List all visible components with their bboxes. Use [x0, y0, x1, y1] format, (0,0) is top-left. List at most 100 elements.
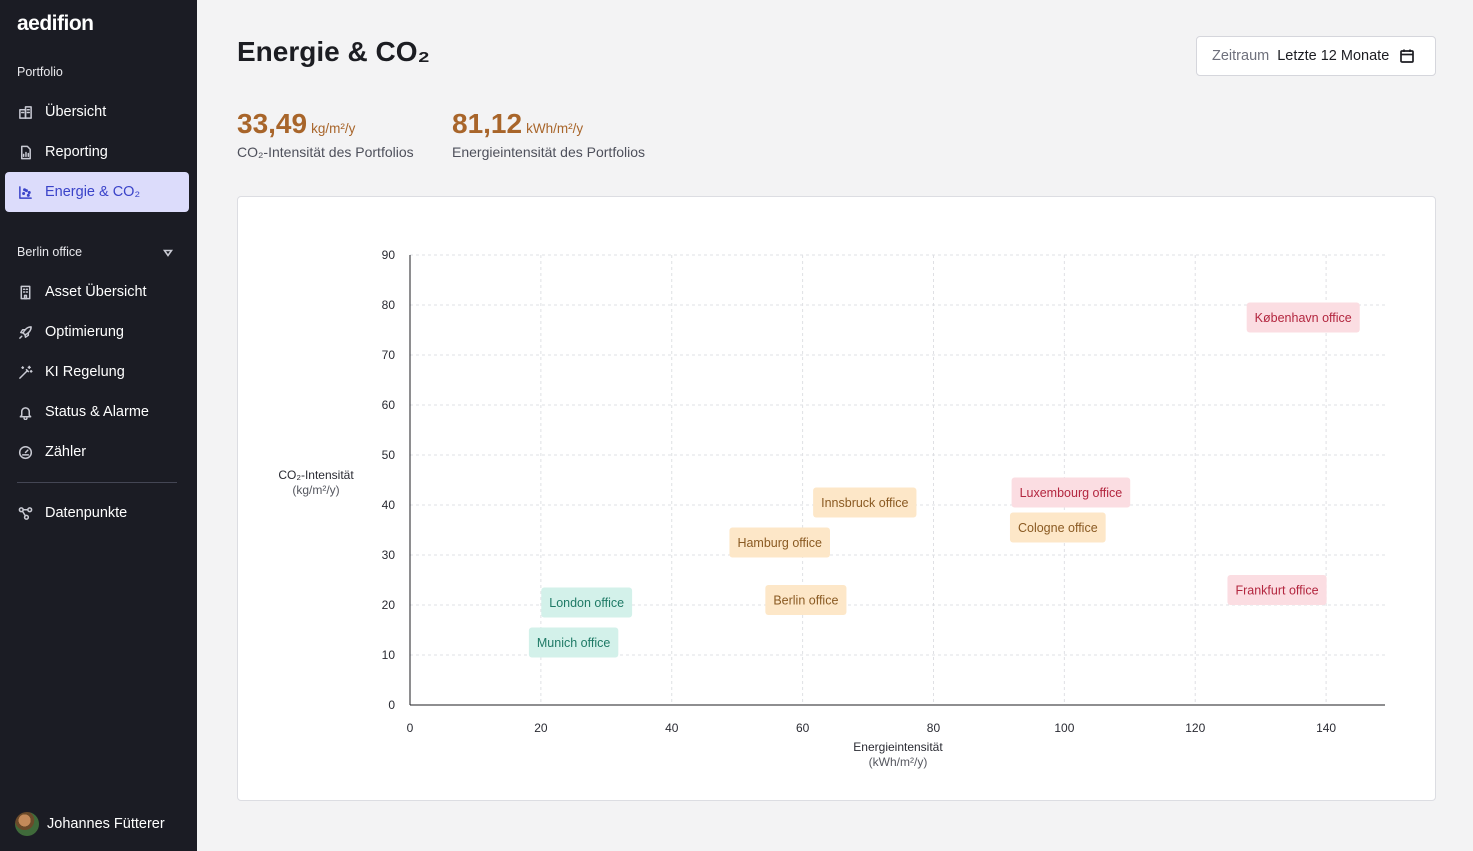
chart-card: 0 10 20 30 40 50 60 70 80 90 0 20 40 60 80 100 120 140 Kø…	[237, 196, 1436, 801]
data-point-label: Hamburg office	[737, 536, 822, 550]
kpi-unit: kWh/m²/y	[526, 121, 584, 136]
sidebar: aedifion Portfolio Übersicht Reporting E…	[0, 0, 197, 851]
app-logo[interactable]: aedifion	[17, 12, 94, 35]
sidebar-item-status-alarme[interactable]: Status & Alarme	[5, 392, 189, 432]
x-tick-label: 140	[1316, 721, 1336, 735]
asset-section-label[interactable]: Berlin office	[17, 245, 83, 259]
sidebar-item-optimierung[interactable]: Optimierung	[5, 312, 189, 352]
data-point[interactable]: London office	[541, 587, 633, 618]
sidebar-item-label: Optimierung	[45, 324, 124, 340]
data-point[interactable]: København office	[1246, 302, 1360, 333]
page-title: Energie & CO₂	[237, 36, 430, 67]
sidebar-item-label: Zähler	[45, 444, 87, 460]
y-tick-label: 60	[382, 398, 396, 412]
data-point-label: London office	[549, 596, 624, 610]
y-tick-label: 80	[382, 298, 396, 312]
building-icon	[17, 284, 33, 300]
kpi-value: 33,49	[237, 108, 308, 139]
portfolio-section-label: Portfolio	[17, 65, 63, 79]
data-point[interactable]: Munich office	[528, 627, 619, 658]
data-point-label: Berlin office	[773, 594, 838, 608]
sidebar-item-energie-co2[interactable]: Energie & CO₂	[5, 172, 189, 212]
x-tick-label: 60	[796, 721, 810, 735]
y-tick-label: 20	[382, 598, 396, 612]
sidebar-item-datenpunkte[interactable]: Datenpunkte	[5, 493, 189, 533]
x-axis-unit: (kWh/m²/y)	[869, 755, 928, 769]
period-label: Zeitraum	[1212, 48, 1270, 64]
kpi-caption: Energieintensität des Portfolios	[452, 144, 645, 160]
user-name: Johannes Fütterer	[47, 816, 165, 832]
data-point[interactable]: Innsbruck office	[813, 487, 917, 518]
data-point-label: Luxembourg office	[1020, 486, 1123, 500]
kpi-unit: kg/m²/y	[311, 121, 356, 136]
x-tick-label: 20	[534, 721, 548, 735]
sidebar-item-label: Asset Übersicht	[45, 284, 147, 300]
data-point[interactable]: Frankfurt office	[1227, 575, 1327, 605]
avatar	[15, 812, 39, 836]
kpi-co2-intensity: 33,49 kg/m²/y CO₂-Intensität des Portfoli…	[237, 108, 414, 160]
bell-icon	[17, 404, 33, 420]
x-tick-label: 120	[1185, 721, 1205, 735]
nodes-icon	[17, 505, 33, 521]
period-value: Letzte 12 Monate	[1277, 48, 1390, 64]
sidebar-item-label: Übersicht	[45, 104, 107, 120]
data-point-label: København office	[1255, 311, 1352, 325]
sidebar-item-zaehler[interactable]: Zähler	[5, 432, 189, 472]
rocket-icon	[17, 324, 33, 340]
y-axis-label: CO₂-Intensität	[278, 468, 354, 482]
sidebar-item-label: KI Regelung	[45, 364, 125, 380]
calendar-icon	[1399, 48, 1415, 64]
x-tick-label: 100	[1054, 721, 1074, 735]
y-tick-label: 70	[382, 348, 396, 362]
x-tick-label: 80	[927, 721, 941, 735]
kpi-energy-intensity: 81,12 kWh/m²/y Energieintensität des Port…	[452, 108, 645, 160]
meter-icon	[17, 444, 33, 460]
y-tick-label: 90	[382, 248, 396, 262]
data-point-label: Frankfurt office	[1235, 584, 1318, 598]
sidebar-item-label: Energie & CO₂	[45, 184, 141, 200]
data-point[interactable]: Hamburg office	[729, 527, 830, 558]
kpi-caption: CO₂-Intensität des Portfolios	[237, 144, 414, 160]
buildings-icon	[17, 104, 33, 120]
data-point-badge	[1009, 512, 1106, 543]
data-point-badge	[1246, 302, 1360, 333]
sidebar-item-reporting[interactable]: Reporting	[5, 132, 189, 172]
y-tick-label: 10	[382, 648, 396, 662]
y-tick-label: 50	[382, 448, 396, 462]
data-point-label: Cologne office	[1018, 521, 1098, 535]
scatter-chart-icon	[17, 184, 33, 200]
data-point-badge	[729, 527, 830, 558]
sidebar-item-uebersicht[interactable]: Übersicht	[5, 92, 189, 132]
y-tick-label: 0	[388, 698, 395, 712]
sidebar-divider	[17, 482, 177, 483]
sidebar-item-label: Reporting	[45, 144, 108, 160]
sidebar-item-label: Status & Alarme	[45, 404, 149, 420]
data-point-badge	[1011, 477, 1131, 508]
y-tick-label: 30	[382, 548, 396, 562]
y-axis-unit: (kg/m²/y)	[292, 483, 339, 497]
data-point-badge	[813, 487, 917, 518]
data-point[interactable]: Luxembourg office	[1011, 477, 1131, 508]
period-selector[interactable]: Zeitraum Letzte 12 Monate	[1196, 36, 1436, 76]
data-point-badge	[541, 587, 633, 618]
report-icon	[17, 144, 33, 160]
scatter-chart: 0 10 20 30 40 50 60 70 80 90 0 20 40 60 80 100 120 140 Kø…	[278, 248, 1385, 769]
x-tick-label: 0	[407, 721, 414, 735]
x-axis-label: Energieintensität	[853, 740, 943, 754]
data-point-label: Innsbruck office	[821, 496, 908, 510]
data-point-badge	[528, 627, 619, 658]
data-point[interactable]: Cologne office	[1009, 512, 1106, 543]
user-profile[interactable]: Johannes Fütterer	[15, 812, 165, 836]
data-point-badge	[1227, 575, 1327, 605]
kpi-value: 81,12	[452, 108, 523, 139]
data-point-badge	[765, 585, 847, 615]
x-tick-label: 40	[665, 721, 679, 735]
data-point[interactable]: Berlin office	[765, 585, 847, 615]
magic-wand-icon	[17, 364, 33, 380]
data-point-label: Munich office	[537, 636, 610, 650]
y-tick-label: 40	[382, 498, 396, 512]
chevron-down-icon[interactable]	[162, 246, 176, 258]
sidebar-item-asset-uebersicht[interactable]: Asset Übersicht	[5, 272, 189, 312]
sidebar-item-label: Datenpunkte	[45, 505, 128, 521]
sidebar-item-ki-regelung[interactable]: KI Regelung	[5, 352, 189, 392]
